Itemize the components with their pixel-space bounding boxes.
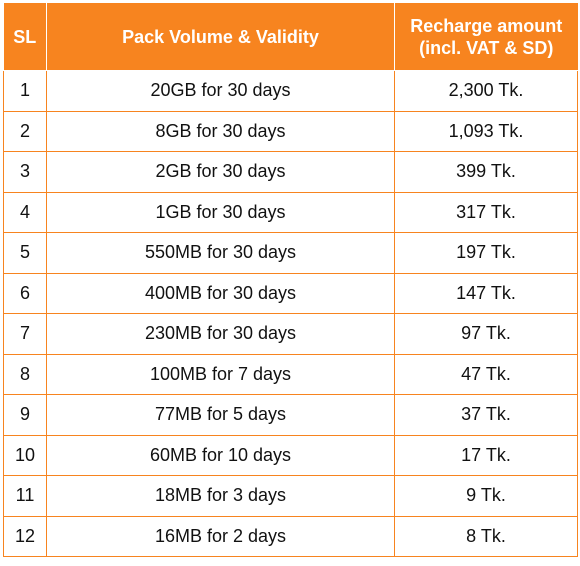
cell-pack: 18MB for 3 days: [46, 475, 395, 517]
header-amount: Recharge amount (incl. VAT & SD): [394, 3, 578, 71]
table-row: 12 16MB for 2 days 8 Tk.: [3, 516, 578, 557]
cell-sl: 1: [3, 70, 47, 112]
table-row: 8 100MB for 7 days 47 Tk.: [3, 354, 578, 395]
cell-pack: 16MB for 2 days: [46, 516, 395, 557]
cell-pack: 550MB for 30 days: [46, 232, 395, 274]
header-amount-line2: (incl. VAT & SD): [419, 37, 554, 58]
cell-pack: 20GB for 30 days: [46, 70, 395, 112]
cell-pack: 1GB for 30 days: [46, 192, 395, 233]
table-row: 4 1GB for 30 days 317 Tk.: [3, 192, 578, 233]
cell-sl: 8: [3, 354, 47, 395]
table-header: SL Pack Volume & Validity Recharge amoun…: [3, 3, 578, 71]
header-sl: SL: [3, 3, 47, 71]
table-row: 2 8GB for 30 days 1,093 Tk.: [3, 111, 578, 152]
table-row: 7 230MB for 30 days 97 Tk.: [3, 313, 578, 355]
table-row: 11 18MB for 3 days 9 Tk.: [3, 475, 578, 517]
cell-amount: 1,093 Tk.: [394, 111, 578, 152]
cell-sl: 6: [3, 273, 47, 314]
table-row: 6 400MB for 30 days 147 Tk.: [3, 273, 578, 314]
cell-sl: 3: [3, 151, 47, 193]
cell-sl: 5: [3, 232, 47, 274]
cell-sl: 2: [3, 111, 47, 152]
table-body: 1 20GB for 30 days 2,300 Tk. 2 8GB for 3…: [3, 70, 578, 557]
cell-amount: 317 Tk.: [394, 192, 578, 233]
header-row: SL Pack Volume & Validity Recharge amoun…: [3, 3, 578, 71]
cell-pack: 77MB for 5 days: [46, 394, 395, 436]
header-amount-line1: Recharge amount: [410, 15, 563, 36]
header-pack: Pack Volume & Validity: [46, 3, 395, 71]
cell-amount: 47 Tk.: [394, 354, 578, 395]
cell-amount: 399 Tk.: [394, 151, 578, 193]
cell-amount: 2,300 Tk.: [394, 70, 578, 112]
cell-amount: 37 Tk.: [394, 394, 578, 436]
cell-pack: 60MB for 10 days: [46, 435, 395, 476]
pack-table: SL Pack Volume & Validity Recharge amoun…: [3, 3, 578, 557]
table-row: 10 60MB for 10 days 17 Tk.: [3, 435, 578, 476]
cell-sl: 10: [3, 435, 47, 476]
table-row: 1 20GB for 30 days 2,300 Tk.: [3, 70, 578, 112]
cell-pack: 400MB for 30 days: [46, 273, 395, 314]
table-row: 5 550MB for 30 days 197 Tk.: [3, 232, 578, 274]
cell-amount: 147 Tk.: [394, 273, 578, 314]
cell-sl: 9: [3, 394, 47, 436]
cell-sl: 4: [3, 192, 47, 233]
cell-amount: 197 Tk.: [394, 232, 578, 274]
cell-sl: 11: [3, 475, 47, 517]
cell-amount: 8 Tk.: [394, 516, 578, 557]
table-row: 3 2GB for 30 days 399 Tk.: [3, 151, 578, 193]
cell-amount: 17 Tk.: [394, 435, 578, 476]
cell-pack: 100MB for 7 days: [46, 354, 395, 395]
cell-pack: 230MB for 30 days: [46, 313, 395, 355]
cell-pack: 8GB for 30 days: [46, 111, 395, 152]
cell-sl: 7: [3, 313, 47, 355]
table-row: 9 77MB for 5 days 37 Tk.: [3, 394, 578, 436]
cell-amount: 9 Tk.: [394, 475, 578, 517]
cell-sl: 12: [3, 516, 47, 557]
cell-amount: 97 Tk.: [394, 313, 578, 355]
cell-pack: 2GB for 30 days: [46, 151, 395, 193]
